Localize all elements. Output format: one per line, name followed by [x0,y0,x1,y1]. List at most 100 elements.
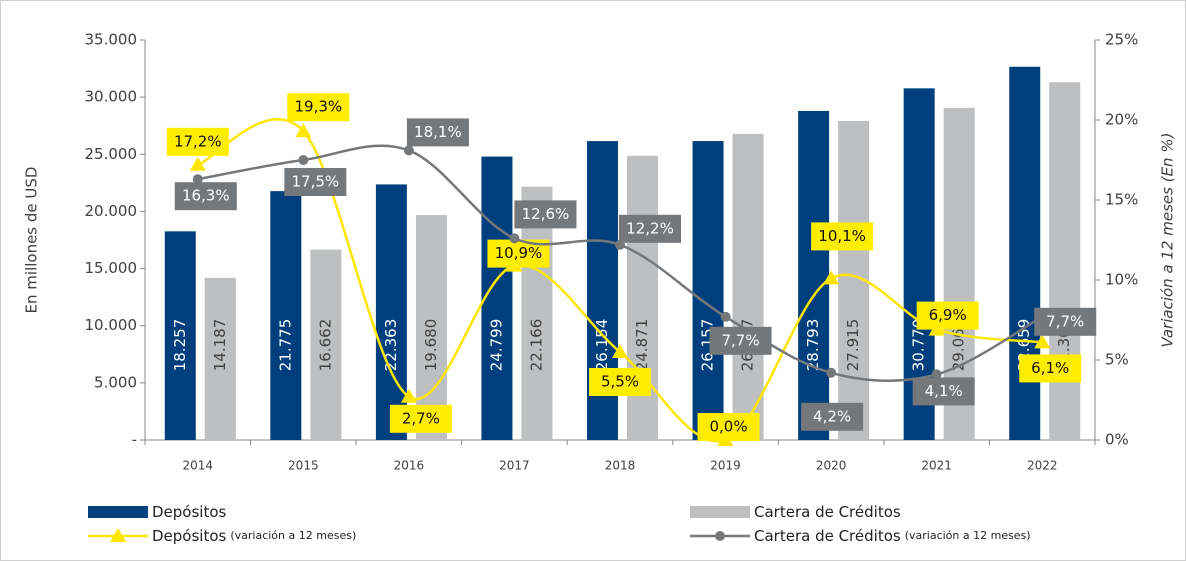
y-tick-label: 30.000 [85,88,138,106]
y-tick-label: 15.000 [85,259,138,277]
y-tick-label: 5.000 [94,373,137,391]
legend-swatch [690,506,750,518]
marker [612,344,628,358]
legend-name: Cartera de Créditos [754,503,901,521]
marker [509,233,520,244]
marker [823,270,840,285]
line-value-label: 12,2% [626,219,674,237]
bar-value-label: 29.064 [950,319,968,372]
label-box [912,377,975,406]
line-value-label: 7,7% [1046,312,1084,330]
line-value-label: 10,9% [495,244,543,262]
bar-value-label: 30.770 [910,319,928,372]
line-value-label: 7,7% [722,331,760,349]
line-value-label: 18,1% [414,123,462,141]
label-box [514,200,577,229]
label-box [801,402,864,431]
x-tick-label: 2021 [921,459,952,473]
line-value-label: 10,1% [818,227,866,245]
label-box [811,222,874,251]
y-tick-label: 25.000 [85,145,138,163]
line-value-label: 6,9% [929,306,967,324]
legend-name: Cartera de Créditos [754,527,901,545]
label-box [709,326,772,355]
y-axis-label: En millones de USD [23,167,41,314]
bar [798,110,830,441]
bar-value-label: 28.793 [804,319,822,372]
marker [931,369,942,380]
line-value-label: 5,5% [601,373,639,391]
y2-tick-label: 0% [1105,431,1129,449]
marker [1034,334,1051,349]
label-box [284,168,347,196]
bar [270,191,302,440]
line [197,117,1043,443]
bar [1049,82,1081,440]
bar [415,215,447,440]
legend-label: Cartera de Créditos (variación a 12 meses… [754,527,1031,545]
bar [692,141,724,440]
bar [521,186,553,440]
line-value-label: 16,3% [182,187,230,205]
line-value-label: 17,2% [174,132,222,150]
y2-tick-label: 25% [1105,31,1138,49]
marker [720,311,731,322]
label-box [287,93,350,122]
bar-value-label: 24.799 [487,319,505,372]
legend-label: Depósitos [152,503,227,521]
y2-tick-label: 10% [1105,271,1138,289]
legend-name: Depósitos [152,503,227,521]
x-tick-label: 2016 [394,459,425,473]
bar-value-label: 27.915 [844,319,862,372]
x-tick-label: 2017 [499,459,530,473]
bar-value-label: 19.680 [422,319,440,372]
marker [826,367,837,378]
marker [295,123,312,138]
bar [310,249,342,440]
line-value-label: 2,7% [402,409,440,427]
bar-value-label: 16.662 [316,319,334,372]
y2-tick-label: 15% [1105,191,1138,209]
bar [732,133,764,440]
bar-value-label: 24.871 [633,319,651,372]
bar-value-label: 26.154 [593,319,611,372]
bar-value-label: 14.187 [211,319,229,372]
line-value-label: 19,3% [295,98,343,116]
y2-axis-label: Variación a 12 meses (En %) [1159,133,1177,348]
y-tick-label: 35.000 [85,31,138,49]
legend-marker [110,528,126,542]
y-tick-label: 20.000 [85,202,138,220]
bar-value-label: 22.166 [527,319,545,372]
line-value-label: 0,0% [710,418,748,436]
legend-name: Depósitos [152,527,227,545]
label-box [166,127,229,156]
y2-tick-label: 20% [1105,111,1138,129]
bar [204,277,236,440]
bar [164,231,196,440]
x-tick-label: 2014 [183,459,214,473]
legend-label: Depósitos (variación a 12 meses) [152,527,356,545]
marker [400,388,417,403]
x-tick-label: 2022 [1027,459,1058,473]
legend-note: (variación a 12 meses) [905,529,1031,542]
legend-note: (variación a 12 meses) [230,529,356,542]
label-box [1019,354,1082,383]
x-tick-label: 2020 [816,459,847,473]
line-value-label: 12,6% [522,205,570,223]
y-tick-label: 10.000 [85,316,138,334]
bar [627,155,658,440]
bar-value-label: 18.257 [171,319,189,372]
line-value-label: 4,2% [813,407,851,425]
legend-swatch [88,506,148,518]
x-tick-label: 2015 [288,459,319,473]
y2-tick-label: 5% [1105,351,1129,369]
line-value-label: 6,1% [1031,359,1069,377]
label-box [697,413,760,441]
bar-value-label: 21.775 [276,319,294,372]
label-box [174,182,237,211]
marker [403,145,414,156]
marker [298,155,309,165]
label-box [619,214,681,243]
legend-label: Cartera de Créditos [754,503,901,521]
